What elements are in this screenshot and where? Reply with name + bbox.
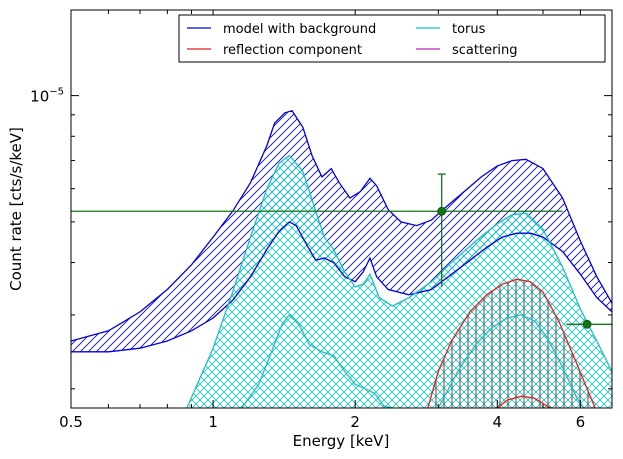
x-tick-label: 6 <box>576 413 586 431</box>
legend-entry-torus: torus <box>416 22 486 37</box>
data-point-1 <box>71 173 563 287</box>
x-axis-label: Energy [keV] <box>293 432 390 450</box>
x-tick-label: 0.5 <box>59 413 83 431</box>
legend-label: torus <box>452 22 486 37</box>
tick-labels: 0.5 1 2 4 6 10−5 <box>30 87 585 431</box>
y-tick-label-exponent: −5 <box>49 87 64 98</box>
y-axis-label: Count rate [cts/s/keV] <box>7 127 25 291</box>
series-model-with-background-upper-line <box>71 110 612 342</box>
legend-entry-reflection-component: reflection component <box>187 43 362 58</box>
series-model-with-background-band <box>71 110 612 352</box>
y-tick-label-base: 10 <box>30 88 49 106</box>
axes-frame <box>70 9 613 409</box>
data-point-marker <box>437 206 447 216</box>
x-tick-label: 1 <box>208 413 218 431</box>
legend-label: scattering <box>452 43 518 58</box>
x-tick-label: 2 <box>350 413 360 431</box>
legend-label: reflection component <box>223 43 362 58</box>
series-torus-upper-line <box>186 154 612 408</box>
series-reflection-component-lower-line <box>496 395 552 408</box>
data-point-marker <box>582 319 592 329</box>
series-reflection-component-upper-line <box>427 278 596 408</box>
legend: model with background torus reflection com… <box>178 14 606 63</box>
plot-area <box>71 110 612 408</box>
x-tick-label: 4 <box>493 413 503 431</box>
legend-box <box>178 14 606 63</box>
legend-label: model with background <box>223 22 376 37</box>
axis-ticks <box>70 10 613 408</box>
series-torus-lower-line <box>241 313 393 408</box>
series-torus-lower-line-2 <box>437 314 585 408</box>
data-point-2 <box>566 319 612 329</box>
legend-entry-scattering: scattering <box>416 43 518 58</box>
legend-entry-model-with-background: model with background <box>187 22 376 37</box>
y-tick-label: 10−5 <box>30 87 64 106</box>
series-model-with-background-lower-line <box>71 221 612 353</box>
